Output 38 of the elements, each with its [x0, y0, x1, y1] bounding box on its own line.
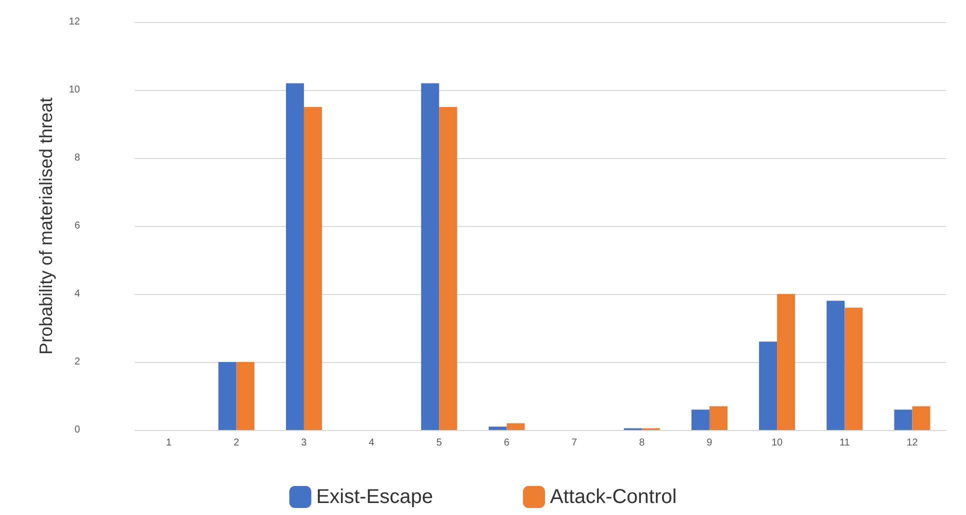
y-tick-label: 12	[68, 16, 80, 28]
y-tick-label: 4	[74, 288, 80, 300]
x-tick-label: 3	[301, 438, 308, 448]
bar	[439, 107, 458, 430]
y-tick-label: 8	[74, 152, 80, 164]
y-tick-label: 10	[68, 84, 80, 96]
bar	[777, 294, 796, 430]
x-tick-label: 9	[706, 438, 713, 448]
x-tick-label: 10	[771, 438, 784, 448]
bar	[286, 83, 304, 430]
x-tick-label: 7	[572, 438, 578, 448]
bar	[709, 406, 728, 430]
legend-label: Exist-Escape	[316, 486, 434, 508]
bar	[826, 300, 845, 430]
bar	[236, 362, 254, 430]
bar	[218, 362, 236, 430]
y-tick-label: 6	[74, 220, 80, 232]
bar	[759, 342, 778, 430]
bar	[506, 423, 525, 430]
x-tick-label: 1	[166, 438, 172, 448]
legend-label: Attack-Control	[550, 486, 677, 508]
bar	[691, 410, 710, 430]
x-tick-label: 2	[234, 438, 240, 448]
x-tick-label: 5	[436, 438, 442, 448]
x-tick-label: 12	[906, 438, 918, 448]
bar	[421, 83, 440, 430]
bar	[488, 426, 507, 430]
y-tick-label: 0	[74, 424, 80, 436]
x-tick-label: 8	[639, 438, 646, 448]
x-tick-label: 4	[368, 438, 375, 448]
y-tick-label: 2	[74, 356, 80, 368]
x-tick-label: 6	[504, 438, 510, 448]
bar	[844, 308, 863, 430]
bar	[894, 410, 912, 430]
bar	[304, 107, 322, 430]
y-axis-title: Probability of materialised threat	[36, 97, 56, 355]
x-tick-label: 11	[839, 438, 850, 448]
bar	[912, 406, 930, 430]
